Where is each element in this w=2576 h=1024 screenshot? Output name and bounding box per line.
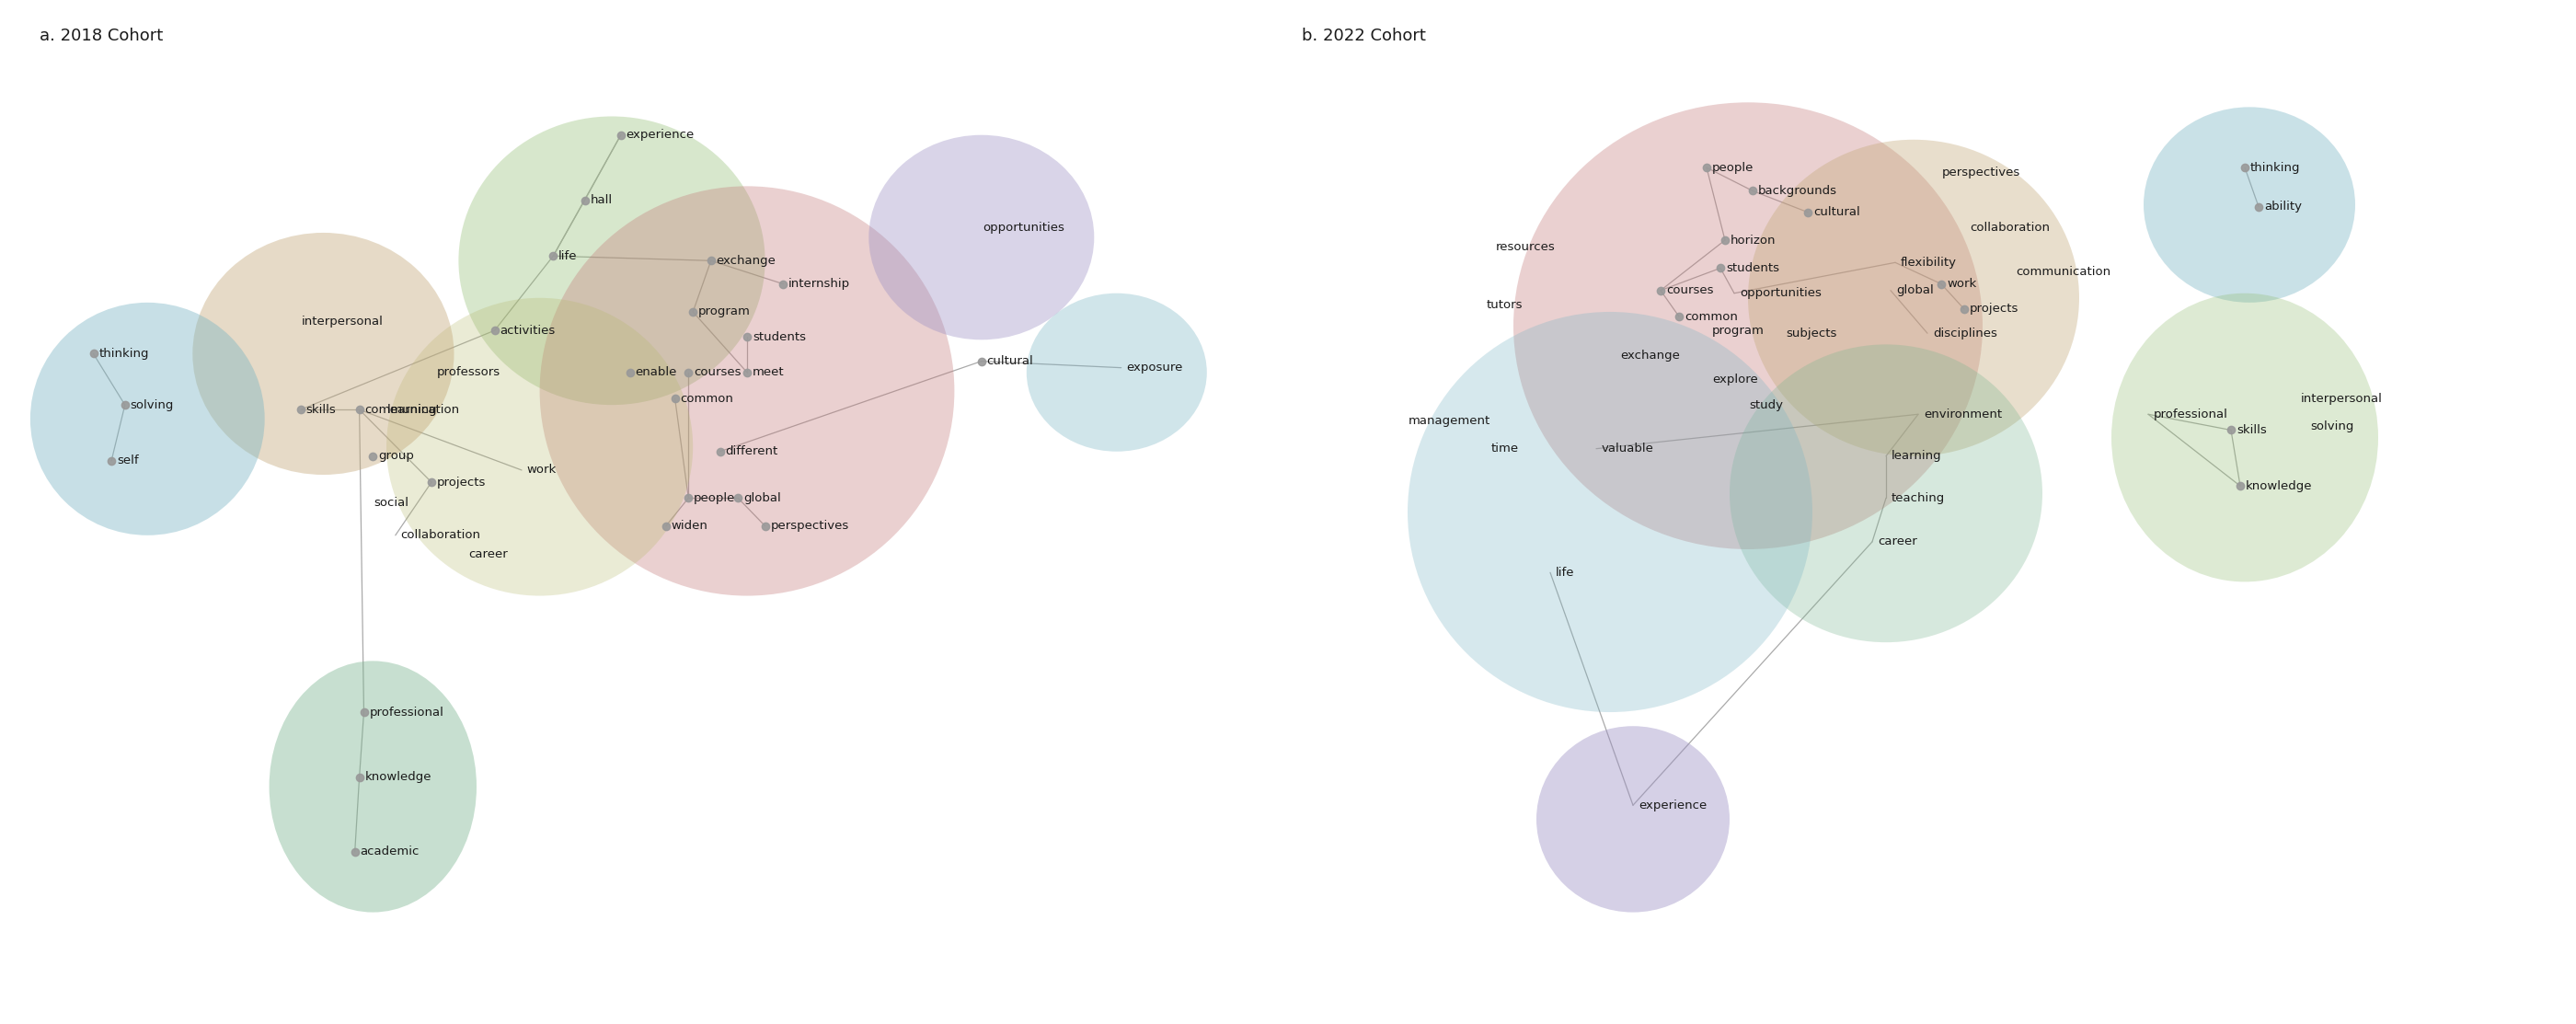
Ellipse shape: [1025, 293, 1208, 452]
Text: collaboration: collaboration: [402, 529, 482, 542]
Text: exchange: exchange: [716, 255, 775, 266]
Text: hall: hall: [590, 195, 613, 206]
Ellipse shape: [1515, 102, 1984, 549]
Text: a. 2018 Cohort: a. 2018 Cohort: [39, 28, 162, 44]
Text: interpersonal: interpersonal: [301, 315, 384, 327]
Text: exchange: exchange: [1620, 349, 1680, 361]
Text: tutors: tutors: [1486, 299, 1522, 311]
Text: thinking: thinking: [2251, 162, 2300, 173]
Text: common: common: [680, 392, 734, 404]
Ellipse shape: [541, 186, 956, 596]
Ellipse shape: [270, 660, 477, 912]
Ellipse shape: [1749, 139, 2079, 456]
Text: learning: learning: [386, 403, 438, 416]
Text: cultural: cultural: [987, 355, 1033, 368]
Text: program: program: [698, 306, 750, 317]
Text: skills: skills: [2236, 424, 2267, 436]
Text: thinking: thinking: [98, 348, 149, 359]
Text: students: students: [1726, 262, 1780, 274]
Text: professional: professional: [2154, 409, 2228, 420]
Text: group: group: [379, 451, 415, 462]
Text: program: program: [1713, 325, 1765, 337]
Ellipse shape: [193, 232, 453, 475]
Ellipse shape: [1728, 344, 2043, 642]
Ellipse shape: [1535, 726, 1728, 912]
Text: solving: solving: [2311, 421, 2354, 432]
Text: courses: courses: [1667, 285, 1713, 296]
Ellipse shape: [386, 298, 693, 596]
Text: projects: projects: [1971, 303, 2020, 315]
Text: cultural: cultural: [1814, 206, 1860, 218]
Text: life: life: [559, 250, 577, 262]
Text: ability: ability: [2264, 201, 2303, 213]
Text: enable: enable: [636, 367, 677, 378]
Text: career: career: [469, 548, 507, 560]
Text: social: social: [374, 497, 410, 509]
Text: interpersonal: interpersonal: [2300, 392, 2383, 404]
Text: horizon: horizon: [1731, 234, 1775, 246]
Text: different: different: [726, 445, 778, 458]
Text: opportunities: opportunities: [981, 222, 1064, 234]
Text: skills: skills: [307, 403, 337, 416]
Text: activities: activities: [500, 325, 556, 337]
Text: courses: courses: [693, 367, 742, 378]
Text: people: people: [1713, 162, 1754, 173]
Text: backgrounds: backgrounds: [1757, 185, 1837, 197]
Text: work: work: [1947, 278, 1976, 290]
Ellipse shape: [868, 135, 1095, 340]
Text: experience: experience: [626, 129, 696, 141]
Text: internship: internship: [788, 278, 850, 290]
Text: professional: professional: [368, 707, 443, 718]
Text: explore: explore: [1713, 374, 1757, 386]
Text: people: people: [693, 493, 737, 504]
Text: time: time: [1492, 442, 1520, 455]
Text: academic: academic: [361, 846, 420, 858]
Text: global: global: [1896, 285, 1935, 296]
Text: valuable: valuable: [1602, 442, 1654, 455]
Text: learning: learning: [1891, 451, 1942, 462]
Text: communication: communication: [366, 403, 459, 416]
Text: communication: communication: [2014, 266, 2110, 278]
Text: common: common: [1685, 310, 1739, 323]
Text: self: self: [116, 455, 139, 467]
Text: meet: meet: [752, 367, 783, 378]
Text: perspectives: perspectives: [1942, 166, 2020, 178]
Text: perspectives: perspectives: [770, 520, 850, 531]
Ellipse shape: [2143, 108, 2354, 302]
Text: projects: projects: [438, 476, 487, 488]
Ellipse shape: [459, 117, 765, 404]
Text: knowledge: knowledge: [2246, 480, 2313, 492]
Text: exposure: exposure: [1126, 361, 1182, 374]
Text: opportunities: opportunities: [1739, 288, 1821, 299]
Text: resources: resources: [1497, 241, 1556, 253]
Ellipse shape: [2112, 293, 2378, 582]
Text: collaboration: collaboration: [1971, 222, 2050, 234]
Text: disciplines: disciplines: [1932, 328, 1996, 339]
Text: life: life: [1556, 566, 1574, 579]
Text: work: work: [528, 464, 556, 476]
Text: professors: professors: [438, 367, 500, 378]
Ellipse shape: [31, 302, 265, 536]
Text: widen: widen: [672, 520, 708, 531]
Text: b. 2022 Cohort: b. 2022 Cohort: [1301, 28, 1427, 44]
Ellipse shape: [1406, 312, 1814, 712]
Text: management: management: [1409, 415, 1492, 427]
Text: global: global: [744, 493, 781, 504]
Text: knowledge: knowledge: [366, 771, 430, 783]
Text: career: career: [1878, 536, 1917, 548]
Text: study: study: [1749, 399, 1783, 411]
Text: students: students: [752, 331, 806, 343]
Text: solving: solving: [131, 399, 175, 411]
Text: environment: environment: [1924, 409, 2002, 420]
Text: flexibility: flexibility: [1901, 257, 1958, 268]
Text: experience: experience: [1638, 800, 1708, 811]
Text: teaching: teaching: [1891, 493, 1945, 504]
Text: subjects: subjects: [1785, 328, 1837, 339]
